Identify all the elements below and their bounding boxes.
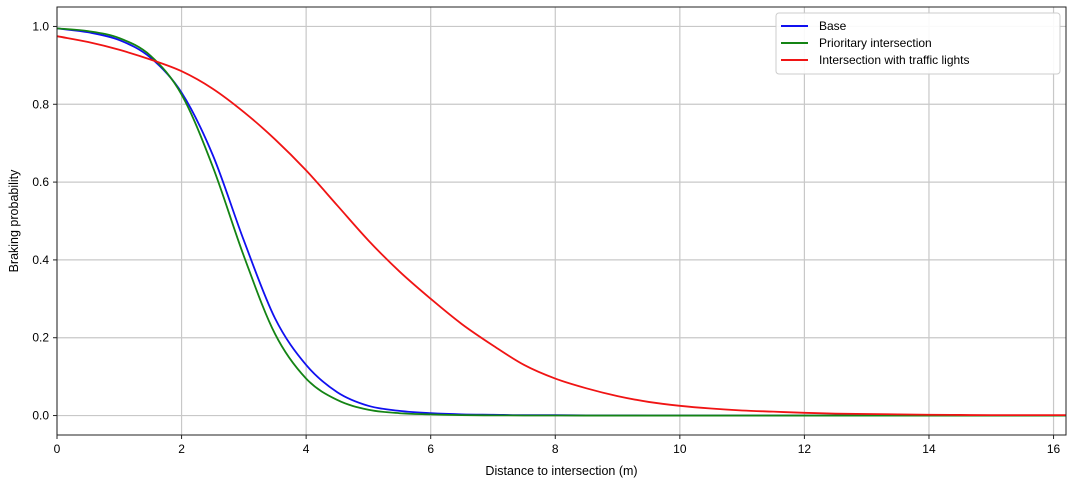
x-tick-label: 10 bbox=[673, 442, 687, 456]
x-tick-label: 2 bbox=[178, 442, 185, 456]
x-tick-label: 6 bbox=[427, 442, 434, 456]
y-tick-label: 0.2 bbox=[32, 331, 49, 345]
series-line-intersection-with-traffic-lights bbox=[56, 35, 1066, 417]
x-tick-label: 12 bbox=[798, 442, 812, 456]
y-tick-label: 0.4 bbox=[32, 253, 49, 267]
x-axis-ticks: 0 2 4 6 8 10 12 14 16 bbox=[54, 435, 1061, 456]
x-tick-label: 0 bbox=[54, 442, 61, 456]
x-tick-label: 8 bbox=[552, 442, 559, 456]
plot-frame bbox=[56, 6, 1067, 436]
legend-label: Base bbox=[819, 19, 847, 33]
y-axis-ticks: 0.0 0.2 0.4 0.6 0.8 1.0 bbox=[32, 19, 57, 423]
y-axis-label: Braking probability bbox=[7, 169, 21, 273]
x-axis-label: Distance to intersection (m) bbox=[485, 464, 637, 478]
y-tick-label: 1.0 bbox=[32, 19, 49, 33]
y-tick-label: 0.0 bbox=[32, 409, 49, 423]
x-tick-label: 14 bbox=[922, 442, 936, 456]
legend-box bbox=[775, 12, 1061, 75]
y-tick-label: 0.8 bbox=[32, 97, 49, 111]
series-line-prioritary-intersection bbox=[56, 27, 1066, 417]
x-tick-label: 16 bbox=[1047, 442, 1061, 456]
legend: Base Prioritary intersection Intersection … bbox=[775, 12, 1061, 75]
y-tick-label: 0.6 bbox=[32, 175, 49, 189]
legend-label: Prioritary intersection bbox=[819, 36, 932, 50]
legend-label: Intersection with traffic lights bbox=[819, 53, 970, 67]
x-tick-label: 4 bbox=[303, 442, 310, 456]
series-lines bbox=[56, 27, 1066, 417]
